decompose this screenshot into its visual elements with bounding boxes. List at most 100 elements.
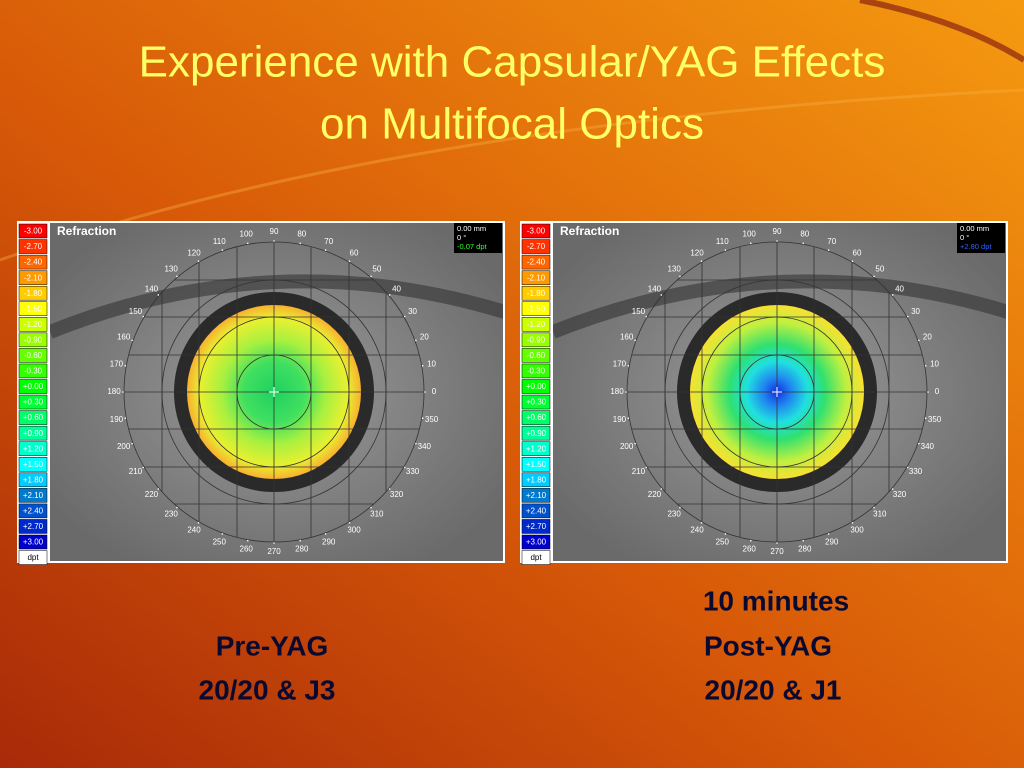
caption: Pre-YAG <box>216 630 329 661</box>
scale-label: +3.00 <box>23 538 44 547</box>
scale-label: +0.30 <box>526 398 547 407</box>
angle-label: 340 <box>921 442 935 451</box>
angle-dot <box>299 539 302 542</box>
angle-dot <box>324 249 327 251</box>
angle-label: 90 <box>773 227 782 236</box>
angle-dot <box>873 275 875 278</box>
scale-cell <box>18 457 48 472</box>
angle-dot <box>157 488 160 490</box>
angle-label: 150 <box>129 307 143 316</box>
angle-dot <box>131 442 133 445</box>
angle-label: 200 <box>620 442 634 451</box>
angle-dot <box>749 242 752 245</box>
angle-label: 50 <box>372 265 381 274</box>
angle-dot <box>918 339 920 342</box>
angle-label: 230 <box>667 510 681 519</box>
scale-cell <box>18 332 48 348</box>
scale-cell <box>18 441 48 456</box>
angle-label: 190 <box>613 415 627 424</box>
angle-dot <box>906 466 909 469</box>
scale-label: +2.70 <box>23 522 44 531</box>
scale-cell <box>521 239 551 254</box>
angle-dot <box>421 364 424 367</box>
angle-dot <box>197 260 200 263</box>
scale-label: +0.60 <box>526 413 547 422</box>
angle-label: 60 <box>853 249 862 258</box>
scale-cell <box>521 363 551 379</box>
info-text: +2.80 dpt <box>960 242 992 251</box>
angle-dot <box>273 542 275 544</box>
scale-label: -1.80 <box>527 289 546 298</box>
angle-label: 270 <box>770 547 784 556</box>
scale-label: +2.10 <box>526 491 547 500</box>
panel-heading: Refraction <box>57 224 116 238</box>
angle-label: 180 <box>107 387 121 396</box>
angle-label: 30 <box>911 307 920 316</box>
scale-cell <box>18 488 48 503</box>
angle-dot <box>403 466 406 469</box>
angle-label: 320 <box>390 490 404 499</box>
angle-label: 170 <box>613 359 627 368</box>
scale-label: -2.10 <box>527 273 546 282</box>
caption: Post-YAG <box>704 630 832 661</box>
angle-label: 0 <box>935 387 940 396</box>
angle-dot <box>627 417 630 420</box>
refraction-panel: Refraction 0 10 20 30 40 50 60 70 80 90 100 110 120 13… <box>17 221 505 565</box>
scale-cell <box>521 519 551 534</box>
angle-dot <box>827 249 830 251</box>
info-box <box>454 223 502 253</box>
scale-label: +0.90 <box>23 429 44 438</box>
scale-cell <box>18 270 48 285</box>
angle-label: 220 <box>145 490 159 499</box>
angle-dot <box>873 506 875 509</box>
scale-cell <box>18 534 48 550</box>
angle-label: 260 <box>743 545 757 554</box>
angle-dot <box>273 240 275 242</box>
angle-label: 160 <box>117 332 131 341</box>
scale-label: -2.70 <box>527 242 546 251</box>
angle-dot <box>625 391 627 393</box>
scale-cell <box>521 472 551 488</box>
angle-label: 50 <box>875 265 884 274</box>
angle-label: 200 <box>117 442 131 451</box>
angle-label: 30 <box>408 307 417 316</box>
scale-label: -2.40 <box>24 258 43 267</box>
angle-label: 140 <box>145 284 159 293</box>
angle-dot <box>776 240 778 242</box>
angle-dot <box>891 488 894 490</box>
eyelid <box>553 274 1006 339</box>
scale-label: -2.10 <box>24 273 43 282</box>
angle-dot <box>415 442 417 445</box>
scale-label: +1.50 <box>23 460 44 469</box>
scale-cell <box>521 332 551 348</box>
scale-label: +1.20 <box>526 444 547 453</box>
angle-label: 150 <box>632 307 646 316</box>
angle-dot <box>660 488 663 490</box>
scale-cell <box>18 503 48 519</box>
scale-label: +3.00 <box>526 538 547 547</box>
scale-cell <box>18 472 48 488</box>
angle-dot <box>415 339 417 342</box>
scale-label: -3.00 <box>24 227 43 236</box>
angle-dot <box>403 315 406 318</box>
scale-label: +2.70 <box>526 522 547 531</box>
caption: 20/20 & J3 <box>199 674 336 705</box>
angle-dot <box>700 521 703 524</box>
angle-dot <box>700 260 703 263</box>
scale-cell <box>521 425 551 441</box>
angle-dot <box>370 506 372 509</box>
scale-cell <box>521 394 551 410</box>
scale-cell <box>18 550 48 565</box>
decor <box>859 0 1024 63</box>
scale-cell <box>18 425 48 441</box>
angle-dot <box>634 442 636 445</box>
angle-label: 210 <box>129 467 143 476</box>
angle-dot <box>124 417 127 420</box>
angle-dot <box>627 364 630 367</box>
angle-label: 240 <box>690 526 704 535</box>
scale-label: -1.20 <box>24 320 43 329</box>
info-text: 0.00 mm <box>960 224 989 233</box>
scale-cell <box>18 239 48 254</box>
angle-dot <box>906 315 909 318</box>
scale-label: -1.20 <box>527 320 546 329</box>
